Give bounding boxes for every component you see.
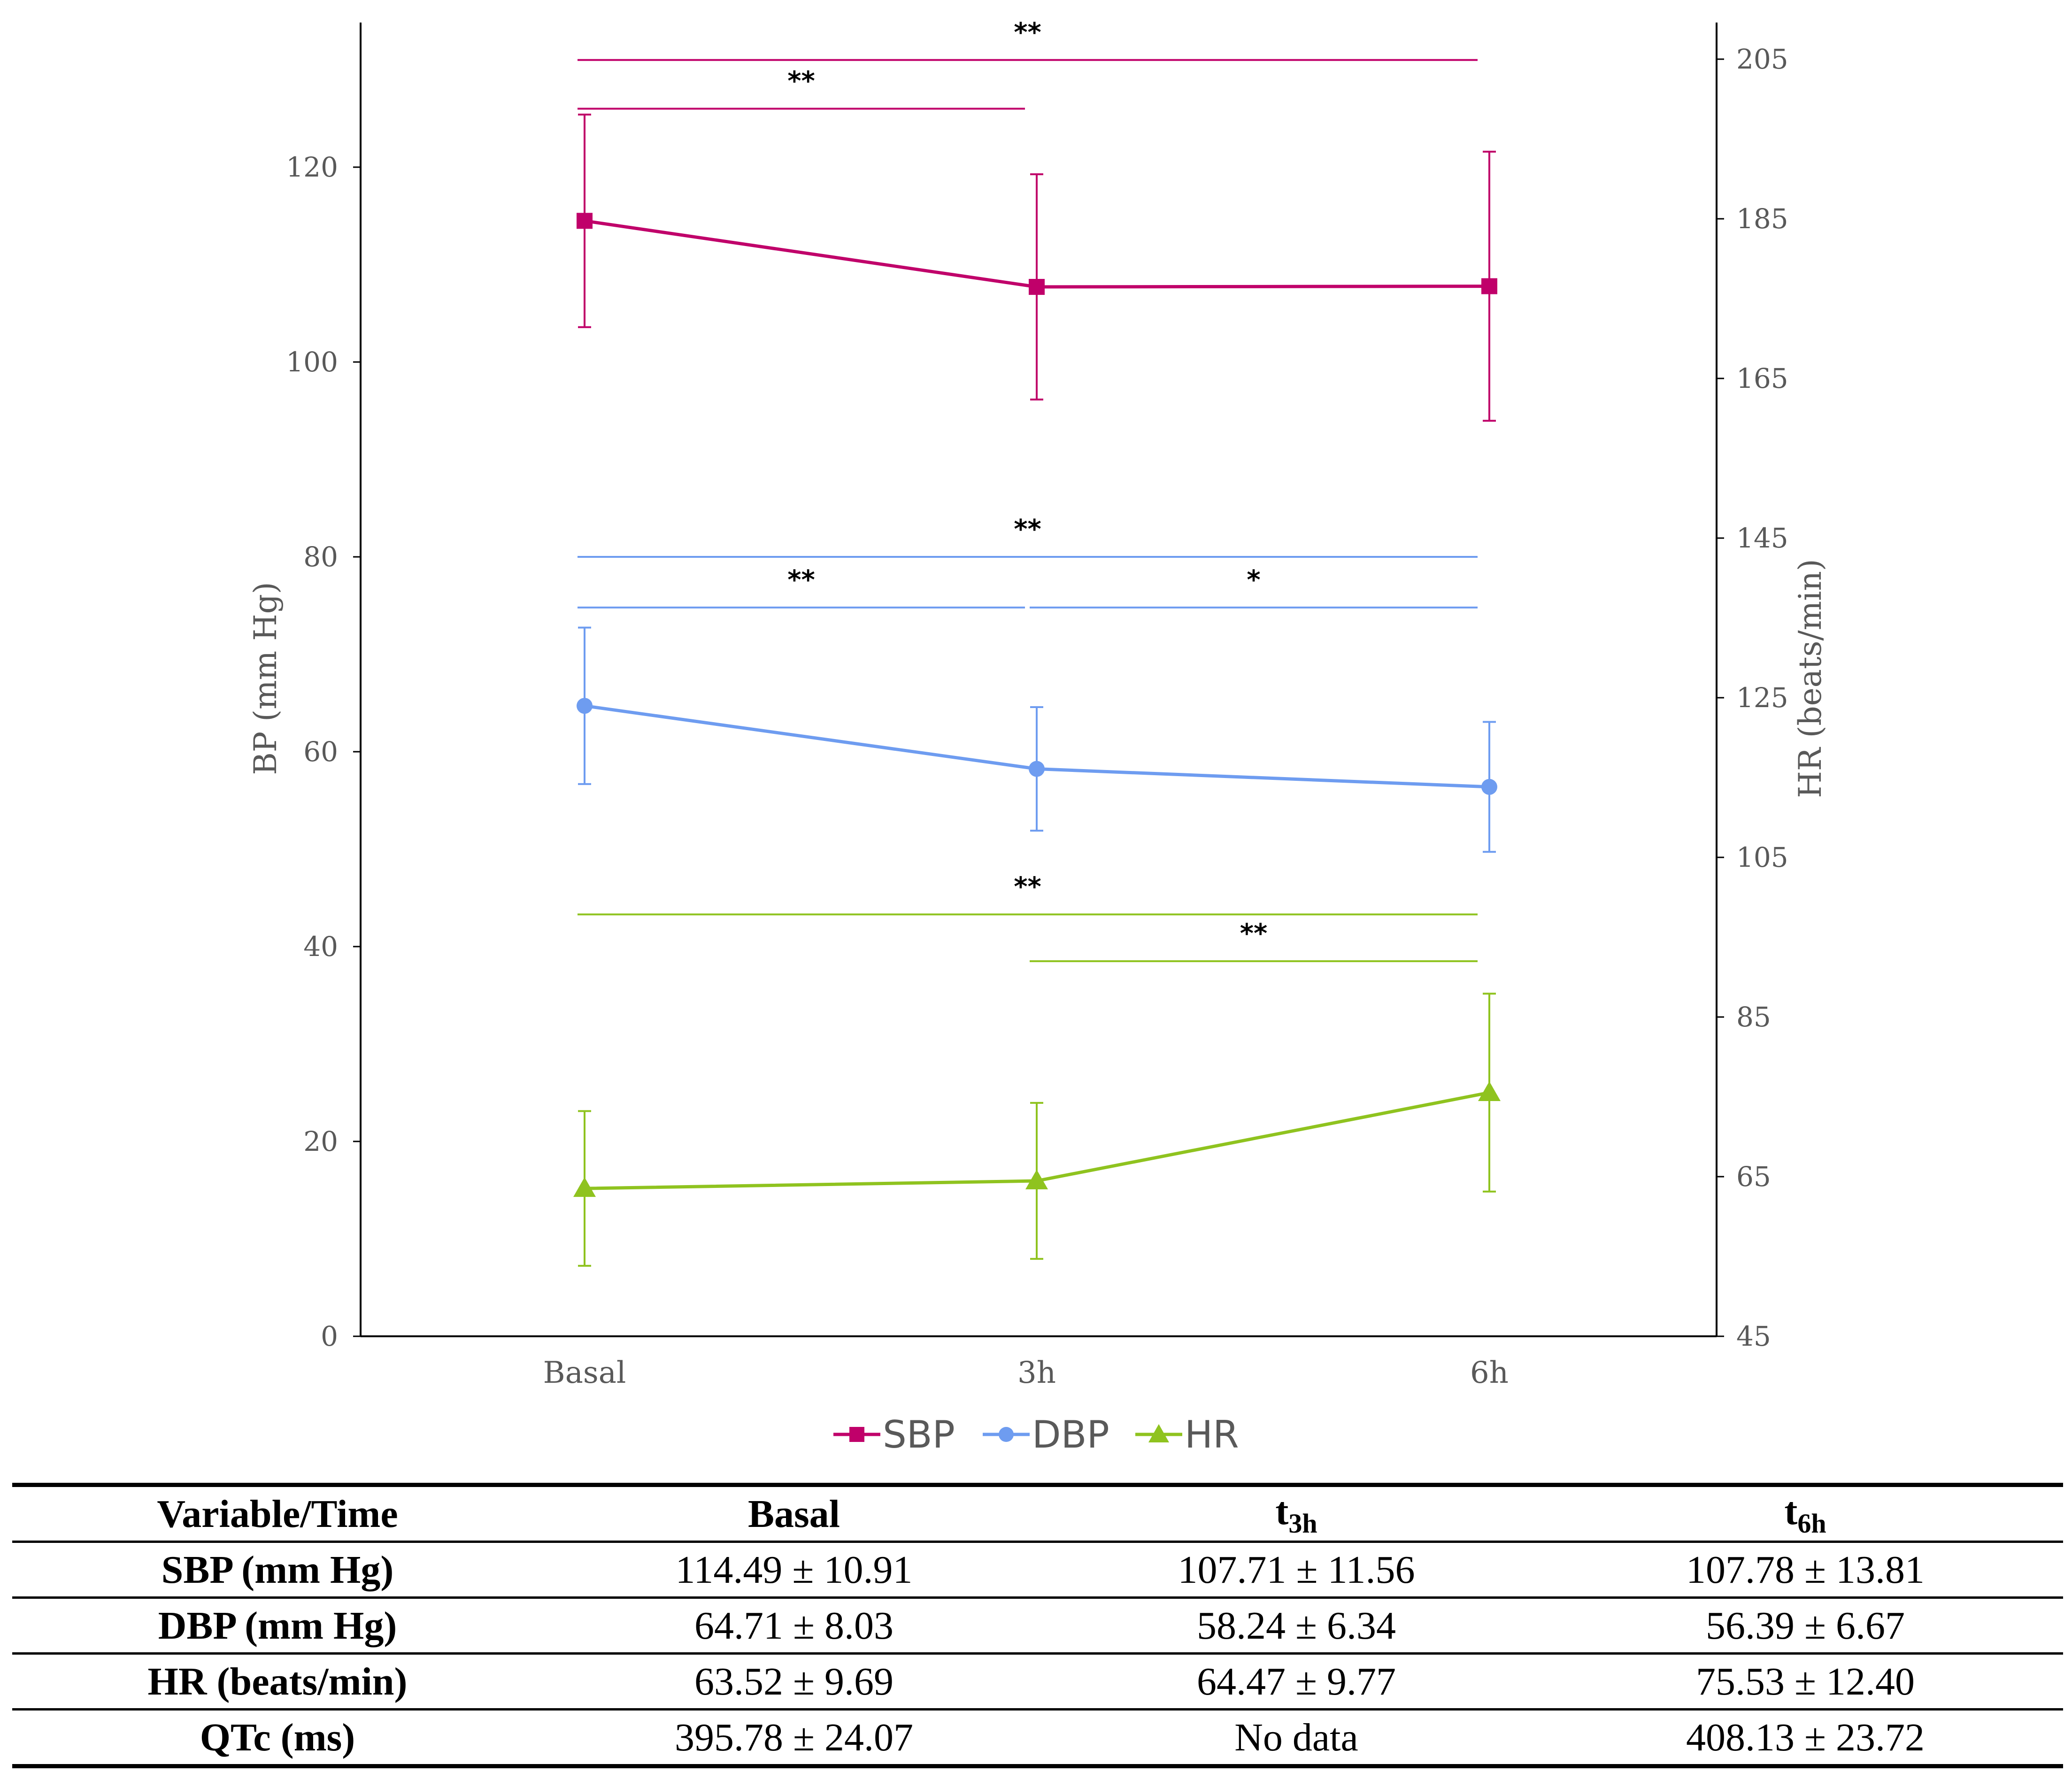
table-cell: 64.71 ± 8.03 [543, 1597, 1045, 1655]
significance-label: * [1247, 565, 1260, 595]
significance-label: ** [787, 66, 815, 97]
table-cell: 64.47 ± 9.77 [1045, 1653, 1548, 1711]
data-point [1478, 1081, 1501, 1101]
table-cell: 107.71 ± 11.56 [1045, 1541, 1548, 1599]
header-basal: Basal [543, 1483, 1045, 1543]
table-cell: 408.13 ± 23.72 [1548, 1709, 2063, 1768]
data-point [577, 698, 593, 714]
right-axis-ticks: 45 65 85 105 125 145 165 185 205 [1717, 43, 1788, 1352]
summary-table: Variable/Time Basal t3h t6h SBP (mm Hg) … [12, 1483, 2063, 1768]
left-tick-label: 60 [303, 736, 338, 768]
table-cell: 56.39 ± 6.67 [1548, 1597, 2063, 1655]
right-tick-label: 185 [1736, 203, 1788, 235]
data-point [1029, 279, 1045, 295]
series-sbp [577, 113, 1497, 422]
row-label: DBP (mm Hg) [12, 1597, 543, 1655]
data-point [577, 213, 593, 229]
left-tick-label: 100 [286, 346, 338, 378]
left-tick-label: 80 [303, 541, 338, 573]
right-tick-label: 165 [1736, 362, 1788, 394]
table-cell: 75.53 ± 12.40 [1548, 1653, 2063, 1711]
table-cell: 63.52 ± 9.69 [543, 1653, 1045, 1711]
bp-hr-chart: 0 20 40 60 80 100 120 45 65 85 105 125 145 165 185 205… [247, 17, 1828, 1456]
table-cell: 58.24 ± 6.34 [1045, 1597, 1548, 1655]
significance-brackets: ******** ***** [578, 17, 1478, 963]
right-tick-label: 65 [1736, 1161, 1771, 1193]
category-label: Basal [543, 1356, 626, 1390]
table-cell: 395.78 ± 24.07 [543, 1709, 1045, 1768]
right-tick-label: 105 [1736, 841, 1788, 873]
header-variable-time: Variable/Time [12, 1483, 543, 1543]
left-tick-label: 120 [286, 151, 338, 183]
left-axis-ticks: 0 20 40 60 80 100 120 [286, 151, 361, 1352]
row-label: HR (beats/min) [12, 1653, 543, 1711]
legend-label: HR [1185, 1413, 1239, 1456]
data-series [573, 113, 1501, 1267]
table-header-row: Variable/Time Basal t3h t6h [12, 1483, 2063, 1543]
category-label: 6h [1470, 1356, 1509, 1390]
series-hr [573, 993, 1501, 1267]
legend-marker [1148, 1424, 1169, 1442]
legend-label: DBP [1032, 1413, 1109, 1456]
right-tick-label: 125 [1736, 682, 1788, 714]
left-tick-label: 40 [303, 931, 338, 963]
header-t3h: t3h [1045, 1483, 1548, 1543]
significance-label: ** [1014, 514, 1041, 545]
series-dbp [577, 626, 1497, 853]
data-point [1025, 1170, 1048, 1190]
category-label: 3h [1017, 1356, 1056, 1390]
table-cell: No data [1045, 1709, 1548, 1768]
right-tick-label: 145 [1736, 522, 1788, 554]
row-label: SBP (mm Hg) [12, 1541, 543, 1599]
table-cell: 114.49 ± 10.91 [543, 1541, 1045, 1599]
table-cell: 107.78 ± 13.81 [1548, 1541, 2063, 1599]
data-point [1481, 278, 1497, 294]
left-axis-title: BP (mm Hg) [247, 582, 284, 775]
legend: SBP DBP HR [833, 1413, 1239, 1456]
legend-label: SBP [883, 1413, 955, 1456]
legend-marker [849, 1427, 864, 1442]
category-axis-ticks: Basal 3h 6h [543, 1356, 1509, 1390]
data-point [573, 1177, 596, 1197]
legend-marker [999, 1427, 1014, 1442]
significance-label: ** [787, 565, 815, 595]
right-tick-label: 205 [1736, 43, 1788, 75]
left-tick-label: 20 [303, 1125, 338, 1157]
significance-label: ** [1014, 17, 1041, 48]
left-tick-label: 0 [321, 1320, 338, 1352]
table-row: QTc (ms) 395.78 ± 24.07 No data 408.13 ±… [12, 1709, 2063, 1768]
table-row: DBP (mm Hg) 64.71 ± 8.03 58.24 ± 6.34 56… [12, 1597, 2063, 1655]
plot-frame [360, 23, 1718, 1337]
significance-label: ** [1014, 872, 1041, 902]
right-tick-label: 85 [1736, 1001, 1771, 1033]
table-row: SBP (mm Hg) 114.49 ± 10.91 107.71 ± 11.5… [12, 1541, 2063, 1599]
right-tick-label: 45 [1736, 1320, 1771, 1352]
data-point [1029, 761, 1045, 777]
right-axis-title: HR (beats/min) [1792, 559, 1828, 798]
row-label: QTc (ms) [12, 1709, 543, 1768]
table-row: HR (beats/min) 63.52 ± 9.69 64.47 ± 9.77… [12, 1653, 2063, 1711]
data-point [1481, 778, 1497, 795]
significance-label: ** [1240, 918, 1268, 949]
header-t6h: t6h [1548, 1483, 2063, 1543]
